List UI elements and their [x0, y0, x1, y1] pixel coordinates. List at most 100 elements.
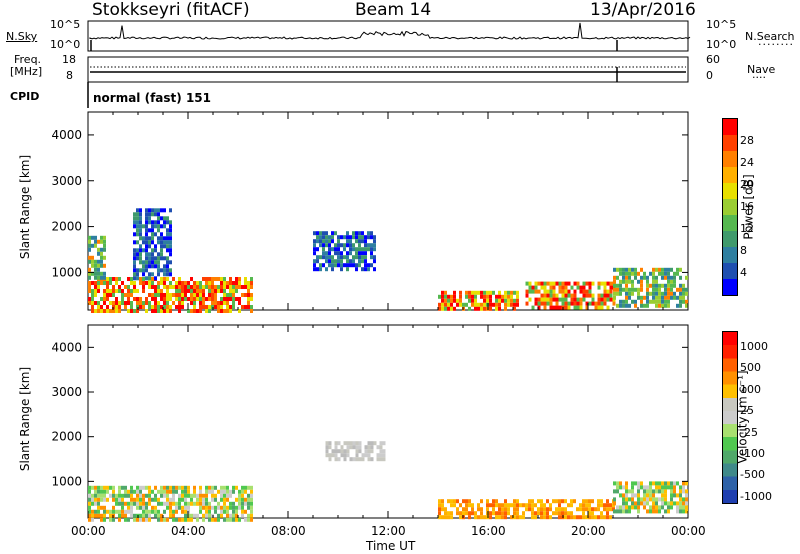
echo-cell [313, 247, 316, 252]
echo-cell [187, 501, 190, 506]
echo-cell [211, 505, 214, 510]
echo-cell [250, 281, 253, 285]
echo-cell [450, 298, 453, 303]
echo-cell [658, 505, 661, 510]
colorbar-tick-label: 28 [740, 134, 754, 147]
echo-cell [355, 457, 359, 462]
echo-cell [367, 231, 370, 236]
echo-cell [640, 481, 643, 486]
echo-cell [160, 281, 163, 285]
echo-cell [619, 485, 622, 490]
echo-cell [622, 279, 625, 284]
echo-cell [148, 301, 151, 305]
echo-cell [244, 305, 247, 309]
echo-cell [124, 305, 127, 309]
echo-cell [628, 287, 631, 292]
colorbar-tick-label: -100 [740, 446, 765, 460]
echo-cell [91, 297, 94, 301]
echo-cell [376, 457, 380, 462]
echo-cell [145, 208, 148, 213]
echo-cell [151, 208, 154, 213]
echo-cell [238, 493, 241, 498]
echo-cell [441, 507, 444, 512]
echo-cell [564, 293, 568, 298]
echo-cell [328, 457, 332, 462]
colorbar-tick-label: 100 [740, 382, 761, 396]
echo-cell [145, 216, 148, 221]
echo-cell [555, 301, 559, 306]
echo-cell [97, 505, 100, 510]
echo-cell [489, 298, 492, 303]
echo-cell [667, 481, 670, 486]
echo-cell [471, 511, 474, 516]
echo-cell [658, 303, 661, 308]
echo-cell [151, 277, 154, 281]
echo-cell [181, 293, 184, 297]
echo-cell [226, 281, 229, 285]
echo-cell [160, 309, 163, 313]
echo-cell [94, 235, 97, 240]
echo-cell [447, 511, 450, 516]
echo-cell [154, 208, 157, 213]
echo-cell [178, 493, 181, 498]
echo-cell [331, 263, 334, 268]
echo-cell [459, 515, 462, 520]
echo-cell [199, 301, 202, 305]
echo-cell [516, 507, 519, 512]
echo-cell [121, 301, 124, 305]
echo-cell [166, 236, 169, 241]
echo-cell [145, 509, 148, 514]
echo-cell [103, 293, 106, 297]
echo-cell [163, 224, 166, 229]
echo-cell [661, 485, 664, 490]
echo-cell [468, 306, 471, 311]
echo-cell [558, 511, 561, 516]
echo-cell [613, 295, 616, 300]
echo-cell [250, 497, 253, 502]
echo-cell [619, 509, 622, 514]
echo-cell [175, 517, 178, 522]
echo-cell [106, 305, 109, 309]
echo-cell [676, 501, 679, 506]
echo-cell [658, 481, 661, 486]
echo-cell [331, 247, 334, 252]
echo-cell [325, 239, 328, 244]
echo-cell [157, 220, 160, 225]
echo-cell [223, 497, 226, 502]
echo-cell [625, 287, 628, 292]
echo-cell [361, 251, 364, 256]
echo-cell [235, 289, 238, 293]
echo-cell [148, 236, 151, 241]
echo-cell [537, 301, 541, 306]
echo-cell [88, 259, 91, 264]
echo-cell [136, 309, 139, 313]
echo-cell [94, 263, 97, 268]
echo-cell [229, 493, 232, 498]
echo-cell [316, 267, 319, 272]
echo-cell [450, 499, 453, 504]
echo-cell [250, 489, 253, 494]
echo-cell [564, 511, 567, 516]
echo-cell [640, 485, 643, 490]
echo-cell [100, 493, 103, 498]
echo-cell [465, 294, 468, 299]
cpid-label: CPID [10, 90, 40, 103]
echo-cell [513, 515, 516, 520]
echo-cell [658, 299, 661, 304]
echo-cell [658, 291, 661, 296]
echo-cell [658, 295, 661, 300]
echo-cell [91, 501, 94, 506]
echo-cell [361, 247, 364, 252]
echo-cell [322, 231, 325, 236]
echo-cell [160, 485, 163, 490]
echo-cell [597, 499, 600, 504]
echo-cell [328, 239, 331, 244]
echo-cell [510, 290, 513, 295]
echo-cell [148, 212, 151, 217]
echo-cell [184, 297, 187, 301]
echo-cell [456, 302, 459, 307]
echo-cell [631, 497, 634, 502]
echo-cell [88, 489, 91, 494]
echo-cell [483, 298, 486, 303]
echo-cell [588, 499, 591, 504]
